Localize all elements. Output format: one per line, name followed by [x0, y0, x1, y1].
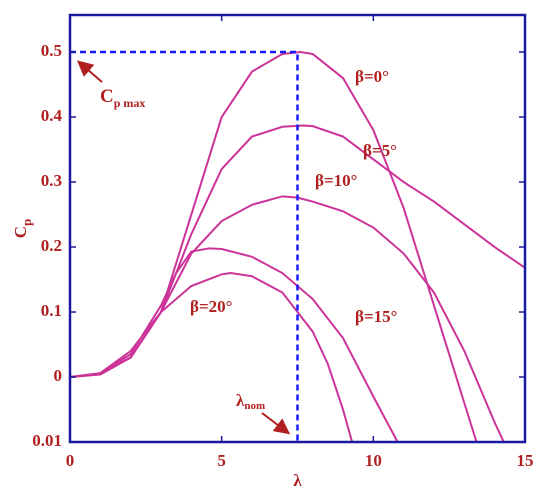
plot-frame: [68, 13, 527, 444]
y-axis-label-main: C: [11, 226, 30, 238]
y-tick-label: 0.2: [41, 236, 62, 255]
annotation-arrow: [261, 412, 291, 435]
curve: [69, 272, 354, 443]
y-tick-label: 0.5: [41, 41, 62, 60]
annotation-arrow: [76, 60, 103, 83]
x-axis-label: λ: [293, 471, 302, 490]
curve-label: β=10°: [315, 171, 357, 190]
y-axis-label-sub: p: [19, 219, 34, 226]
y-tick-label: 0.1: [41, 301, 62, 320]
y-tick-label: 0.3: [41, 171, 62, 190]
annotation-sub: nom: [244, 400, 265, 412]
curve: [69, 247, 399, 443]
y-tick-label: 0: [54, 366, 63, 385]
annotation: Cp max: [100, 86, 145, 109]
annotation-sub: p max: [114, 96, 146, 110]
curve: [69, 51, 478, 443]
curve-label: β=5°: [363, 141, 397, 160]
max-guide: [70, 50, 299, 442]
annotation-main: λ: [236, 391, 245, 410]
x-tick-label: 10: [365, 451, 382, 470]
annotation: λnom: [236, 391, 265, 412]
y-axis-label: Cp: [11, 219, 34, 239]
x-tick-label: 5: [217, 451, 226, 470]
curve-label: β=15°: [355, 307, 397, 326]
curve-label: β=20°: [190, 297, 232, 316]
y-tick-label: 0.4: [41, 106, 63, 125]
x-tick-label: 0: [66, 451, 75, 470]
y-tick-label: 0.01: [32, 431, 62, 450]
annotation-main: C: [100, 86, 114, 107]
curve-label: β=0°: [355, 67, 389, 86]
x-tick-label: 15: [517, 451, 534, 470]
